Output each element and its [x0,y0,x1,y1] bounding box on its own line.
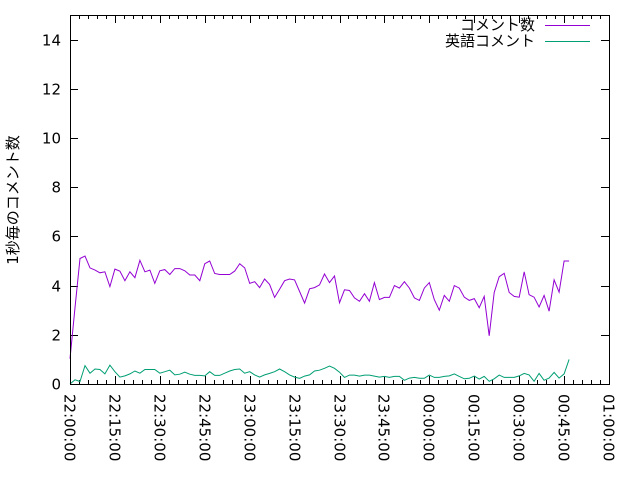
y-tick-label: 2 [51,327,61,345]
series-line-english-comments [69,359,570,385]
y-axis-label: 1秒毎のコメント数 [4,135,22,265]
y-tick-label: 12 [42,81,61,99]
x-tick-label: 22:00:00 [61,394,79,461]
x-tick-label: 00:15:00 [465,394,483,461]
y-tick-label: 8 [51,179,61,197]
x-tick-label: 23:45:00 [375,394,393,461]
x-tick-label: 01:00:00 [600,394,618,461]
y-tick-label: 4 [51,278,61,296]
x-tick-label: 23:15:00 [286,394,304,461]
y-tick-label: 10 [42,130,61,148]
y-tick-label: 6 [51,228,61,246]
x-tick-label: 00:45:00 [555,394,573,461]
plot-frame [70,15,610,385]
axis-ticks: 0 2 4 6 8 10 12 14 22:00:00 22:15:00 22:30:00 22:45… [42,15,618,461]
legend-label-comments: コメント数 [460,16,535,34]
x-tick-label: 22:45:00 [196,394,214,461]
series-line-comments [69,255,570,359]
x-tick-label: 23:00:00 [241,394,259,461]
x-tick-label: 00:30:00 [510,394,528,461]
y-tick-label: 0 [51,376,61,394]
x-tick-label: 00:00:00 [420,394,438,461]
x-tick-label: 22:15:00 [106,394,124,461]
legend: コメント数 英語コメント [445,16,590,50]
y-tick-label: 14 [42,32,61,50]
x-tick-label: 22:30:00 [151,394,169,461]
legend-label-english-comments: 英語コメント [445,32,535,50]
x-tick-label: 23:30:00 [331,394,349,461]
series-lines [69,255,570,385]
